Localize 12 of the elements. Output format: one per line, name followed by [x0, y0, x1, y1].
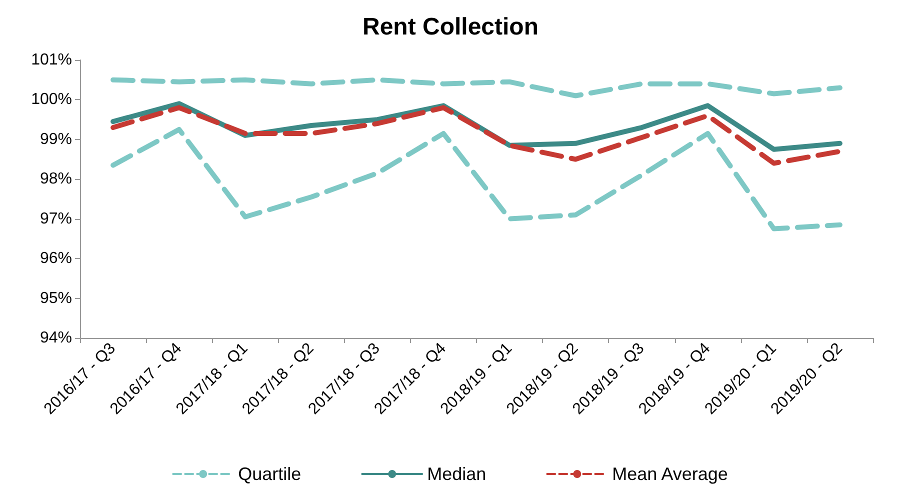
legend-label: Median [427, 464, 486, 484]
chart-title: Rent Collection [362, 14, 539, 40]
y-tick-label: 95% [40, 290, 72, 307]
legend-label: Mean Average [612, 464, 728, 484]
y-tick-label: 97% [40, 210, 72, 228]
y-tick-label: 94% [40, 330, 72, 346]
y-tick-label: 99% [40, 130, 72, 148]
legend-label: Quartile [238, 464, 302, 484]
y-tick-label: 96% [40, 250, 72, 268]
y-tick-label: 101% [31, 52, 72, 68]
y-tick-label: 98% [40, 170, 72, 188]
y-tick-label: 100% [31, 91, 72, 108]
